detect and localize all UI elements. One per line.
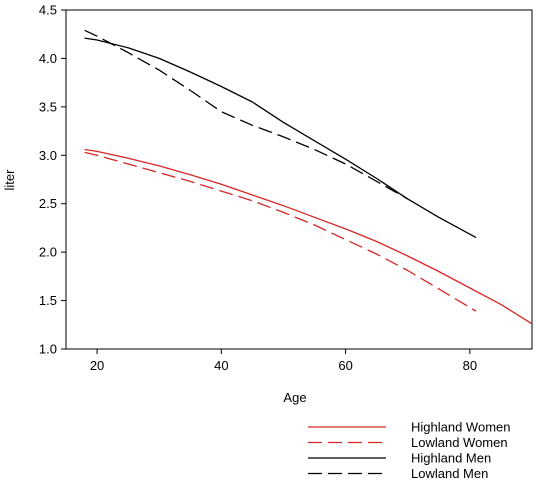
y-axis-title: liter — [2, 169, 17, 191]
series-line-highland-women — [84, 148, 533, 325]
series-line-highland-men — [84, 37, 477, 239]
x-tick-label: 20 — [90, 358, 104, 373]
y-tick-label: 2.0 — [39, 245, 57, 260]
series-line-lowland-women — [84, 151, 477, 312]
legend-label: Highland Men — [411, 451, 491, 466]
y-tick-label: 1.5 — [39, 293, 57, 308]
series-lines — [84, 29, 533, 325]
y-axis-ticks: 1.0 1.5 2.0 2.5 3.0 3.5 4.0 4.5 — [39, 3, 66, 357]
y-tick-label: 2.5 — [39, 196, 57, 211]
y-tick-label: 3.5 — [39, 99, 57, 114]
y-tick-label: 4.5 — [39, 3, 57, 18]
legend-label: Highland Women — [411, 420, 510, 435]
x-tick-label: 40 — [214, 358, 228, 373]
x-axis-title: Age — [283, 390, 306, 405]
y-tick-label: 4.0 — [39, 51, 57, 66]
series-line-lowland-men — [84, 29, 409, 200]
legend-label: Lowland Women — [411, 435, 508, 450]
x-axis-ticks: 20 40 60 80 — [90, 349, 477, 373]
plot-frame — [65, 9, 533, 350]
x-tick-label: 80 — [463, 358, 477, 373]
y-tick-label: 1.0 — [39, 342, 57, 357]
y-tick-label: 3.0 — [39, 148, 57, 163]
legend-label: Lowland Men — [411, 466, 488, 481]
x-tick-label: 60 — [338, 358, 352, 373]
